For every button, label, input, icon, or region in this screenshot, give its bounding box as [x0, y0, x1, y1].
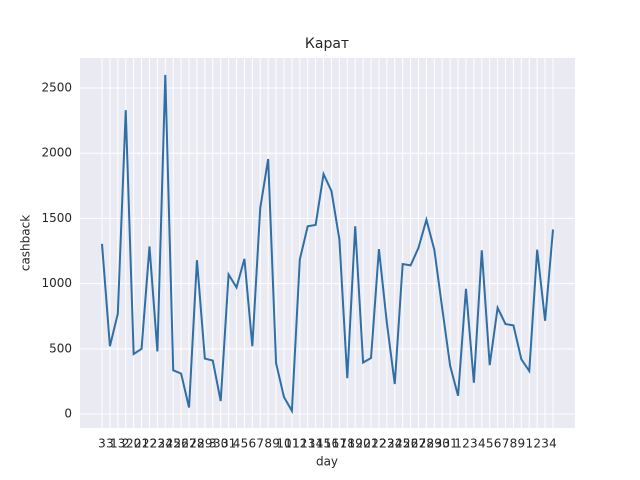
- y-tick-label: 2500: [41, 80, 72, 94]
- x-tick-label: 6: [494, 437, 502, 451]
- x-tick-label: 9: [272, 437, 280, 451]
- x-tick-label: 5: [486, 437, 494, 451]
- x-tick-label: 21: [134, 437, 149, 451]
- x-tick-label: 5: [241, 437, 249, 451]
- x-tick-label: 25: [166, 437, 181, 451]
- x-tick-label: 8: [510, 437, 518, 451]
- x-tick-label: 23: [150, 437, 165, 451]
- x-tick-label: 20: [355, 437, 370, 451]
- x-axis-label: day: [316, 455, 338, 469]
- x-tick-label: 31: [442, 437, 457, 451]
- x-tick-label: 22: [371, 437, 386, 451]
- x-tick-label: 11: [284, 437, 299, 451]
- x-tick-label: 2: [533, 437, 541, 451]
- x-tick-label: 27: [181, 437, 196, 451]
- x-tick-label: 10: [276, 437, 291, 451]
- y-tick-label: 1500: [41, 211, 72, 225]
- y-axis-label: cashback: [19, 215, 33, 271]
- x-tick-label: 1: [525, 437, 533, 451]
- x-tick-label: 17: [332, 437, 347, 451]
- x-tick-label: 1: [454, 437, 462, 451]
- chart-title: Карат: [305, 36, 349, 52]
- x-tick-label: 24: [158, 437, 173, 451]
- y-tick-label: 500: [49, 341, 72, 355]
- y-tick-label: 1000: [41, 276, 72, 290]
- x-tick-label: 3: [106, 437, 114, 451]
- x-tick-label: 13: [110, 437, 125, 451]
- x-tick-label: 7: [256, 437, 264, 451]
- x-tick-label: 28: [189, 437, 204, 451]
- x-tick-label: 9: [518, 437, 526, 451]
- x-tick-label: 3: [541, 437, 549, 451]
- x-tick-label: 2: [122, 437, 130, 451]
- x-tick-label: 6: [249, 437, 257, 451]
- line-series: [101, 74, 554, 415]
- x-tick-label: 2: [462, 437, 470, 451]
- x-tick-label: 3: [98, 437, 106, 451]
- x-tick-label: 21: [363, 437, 378, 451]
- x-tick-label: 27: [411, 437, 426, 451]
- x-tick-label: 8: [264, 437, 272, 451]
- x-tick-label: 22: [142, 437, 157, 451]
- x-tick-label: 26: [403, 437, 418, 451]
- y-tick-label: 2000: [41, 146, 72, 160]
- x-tick-label: 26: [173, 437, 188, 451]
- x-tick-label: 30: [213, 437, 228, 451]
- x-tick-label: 13: [300, 437, 315, 451]
- x-tick-label: 30: [435, 437, 450, 451]
- x-tick-label: 12: [292, 437, 307, 451]
- x-tick-label: 20: [126, 437, 141, 451]
- x-tick-label: 4: [478, 437, 486, 451]
- x-tick-label: 28: [419, 437, 434, 451]
- x-tick-label: 16: [324, 437, 339, 451]
- y-tick-label: 0: [64, 407, 72, 421]
- x-tick-label: 3: [470, 437, 478, 451]
- x-tick-label: 19: [348, 437, 363, 451]
- x-tick-label: 25: [395, 437, 410, 451]
- x-tick-label: 7: [502, 437, 510, 451]
- x-tick-label: 4: [549, 437, 557, 451]
- x-tick-label: 24: [387, 437, 402, 451]
- x-tick-label: 29: [197, 437, 212, 451]
- x-tick-label: 4: [233, 437, 241, 451]
- x-tick-label: 14: [308, 437, 323, 451]
- x-tick-label: 29: [427, 437, 442, 451]
- x-tick-label: 31: [221, 437, 236, 451]
- plot-area: [80, 58, 575, 428]
- x-tick-label: 3: [209, 437, 217, 451]
- x-tick-label: 15: [316, 437, 331, 451]
- x-tick-label: 23: [379, 437, 394, 451]
- x-tick-label: 18: [340, 437, 355, 451]
